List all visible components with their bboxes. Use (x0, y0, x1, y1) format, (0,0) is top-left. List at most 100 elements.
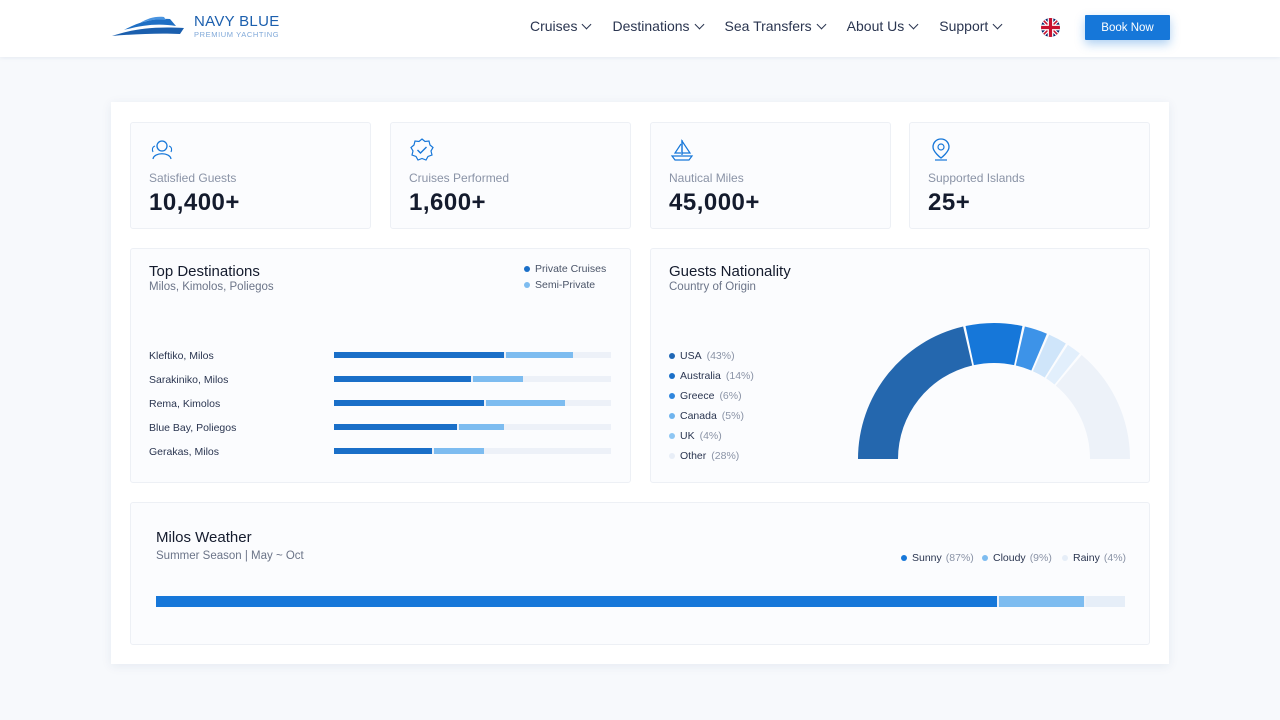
logo-name: NAVY BLUE (194, 13, 280, 30)
destination-bar-track (334, 448, 611, 454)
user-icon (151, 140, 173, 160)
legend-dot (901, 555, 907, 561)
stat-card-guests: Satisfied Guests 10,400+ (130, 122, 371, 229)
country-label: Greece (680, 390, 715, 402)
nav-label: About Us (846, 18, 905, 34)
stat-label: Cruises Performed (409, 171, 510, 185)
legend-label: Private Cruises (535, 263, 607, 275)
legend-dot (669, 373, 675, 379)
country-percent: (43%) (706, 350, 735, 362)
card-title: Top Destinations (149, 263, 260, 280)
country-percent: (28%) (711, 450, 740, 462)
country-label: Australia (680, 370, 721, 382)
card-subtitle: Milos, Kimolos, Poliegos (149, 281, 274, 293)
legend-dot (524, 282, 530, 288)
semi-private-bar (505, 352, 573, 358)
stat-card-miles: Nautical Miles 45,000+ (650, 122, 891, 229)
card-subtitle: Country of Origin (669, 281, 756, 293)
nav-sea-transfers[interactable]: Sea Transfers (725, 18, 827, 34)
nav-destinations[interactable]: Destinations (612, 18, 704, 34)
country-label: USA (680, 350, 702, 362)
legend-dot (1062, 555, 1068, 561)
weather-legend-item: Rainy (4%) (1062, 552, 1126, 564)
destination-label: Rema, Kimolos (149, 398, 221, 410)
destination-label: Sarakiniko, Milos (149, 374, 229, 386)
destination-bar-track (334, 424, 611, 430)
destination-label: Gerakas, Milos (149, 446, 220, 458)
donut-slice-other (1055, 354, 1130, 459)
legend-item: Private Cruises (524, 261, 606, 277)
logo-tagline: PREMIUM YACHTING (194, 30, 280, 39)
weather-legend-item: Cloudy (9%) (982, 552, 1052, 564)
weather-label: Sunny (912, 552, 942, 564)
main-nav: Cruises Destinations Sea Transfers About… (530, 18, 1023, 34)
destination-bar-track (334, 352, 611, 358)
semi-private-bar (458, 424, 504, 430)
legend-dot (669, 433, 675, 439)
legend-dot (982, 555, 988, 561)
book-now-button[interactable]: Book Now (1085, 15, 1170, 40)
milos-weather-card: Milos Weather Summer Season | May ~ Oct … (130, 502, 1150, 645)
map-pin-icon (932, 138, 950, 161)
stat-card-islands: Supported Islands 25+ (909, 122, 1150, 229)
card-title: Guests Nationality (669, 263, 791, 280)
donut-slice-usa (858, 326, 973, 459)
nationality-legend-item: USA (43%) (669, 350, 735, 362)
nav-about-us[interactable]: About Us (846, 18, 919, 34)
donut-slice-australia (965, 323, 1023, 366)
sailboat-icon (670, 139, 694, 161)
stat-value: 45,000+ (669, 189, 760, 216)
stat-value: 10,400+ (149, 189, 240, 216)
donut-slice-greece (1015, 326, 1047, 371)
yacht-logo-icon (112, 17, 184, 37)
nationality-legend-item: UK (4%) (669, 430, 722, 442)
weather-bar-sunny (156, 596, 998, 607)
stat-label: Supported Islands (928, 171, 1025, 185)
weather-legend-item: Sunny (87%) (901, 552, 974, 564)
nationality-donut-chart (858, 323, 1130, 459)
stat-label: Satisfied Guests (149, 171, 237, 185)
destinations-legend: Private Cruises Semi-Private (524, 261, 606, 293)
destination-label: Blue Bay, Poliegos (149, 422, 237, 434)
chevron-down-icon (816, 19, 827, 29)
logo[interactable]: NAVY BLUE PREMIUM YACHTING (110, 14, 280, 39)
weather-percent: (9%) (1029, 552, 1052, 564)
private-cruises-bar (334, 400, 485, 406)
weather-stacked-bar (156, 596, 1125, 607)
legend-label: Semi-Private (535, 279, 596, 291)
country-percent: (6%) (719, 390, 742, 402)
legend-dot (669, 413, 675, 419)
legend-dot (669, 453, 675, 459)
country-percent: (5%) (721, 410, 744, 422)
stat-card-cruises: Cruises Performed 1,600+ (390, 122, 631, 229)
private-cruises-bar (334, 376, 471, 382)
destination-label: Kleftiko, Milos (149, 350, 214, 362)
card-subtitle: Summer Season | May ~ Oct (156, 550, 304, 562)
legend-dot (669, 353, 675, 359)
stat-label: Nautical Miles (669, 171, 744, 185)
uk-flag-icon[interactable] (1041, 18, 1060, 37)
country-label: UK (680, 430, 695, 442)
guests-nationality-card: Guests Nationality Country of Origin USA… (650, 248, 1150, 483)
semi-private-bar (472, 376, 524, 382)
chevron-down-icon (992, 19, 1003, 29)
semi-private-bar (486, 400, 565, 406)
semi-private-bar (433, 448, 485, 454)
nav-label: Support (939, 18, 989, 34)
nav-support[interactable]: Support (939, 18, 1003, 34)
weather-bar-cloudy (999, 596, 1085, 607)
private-cruises-bar (334, 424, 457, 430)
nav-cruises[interactable]: Cruises (530, 18, 592, 34)
legend-dot (669, 393, 675, 399)
private-cruises-bar (334, 352, 504, 358)
weather-percent: (87%) (945, 552, 974, 564)
country-label: Canada (680, 410, 717, 422)
country-label: Other (680, 450, 707, 462)
country-percent: (4%) (699, 430, 722, 442)
weather-label: Cloudy (993, 552, 1026, 564)
nav-label: Destinations (612, 18, 690, 34)
destination-bar-track (334, 400, 611, 406)
site-header: NAVY BLUE PREMIUM YACHTING Cruises Desti… (0, 0, 1280, 57)
top-destinations-card: Top Destinations Milos, Kimolos, Poliego… (130, 248, 631, 483)
legend-item: Semi-Private (524, 277, 606, 293)
